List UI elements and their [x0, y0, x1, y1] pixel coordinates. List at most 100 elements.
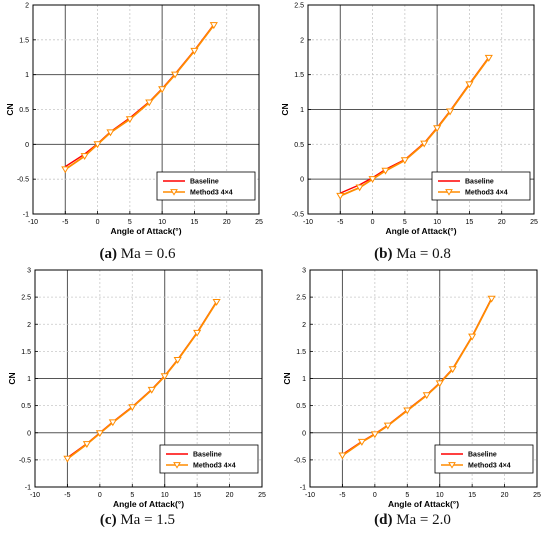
data-point-b-1-7 — [445, 108, 455, 116]
y-tick-label-2-7: 2.5 — [21, 295, 31, 302]
x-tick-label-0-5: 15 — [191, 219, 199, 226]
x-tick-label-2-7: 25 — [258, 492, 266, 499]
data-point-b-1-1 — [355, 184, 364, 192]
data-point-d-1-7 — [448, 366, 457, 374]
y-tick-label-3-5: 1.5 — [296, 349, 306, 356]
data-point-c-1-5 — [147, 386, 156, 394]
data-point-b-1-2 — [368, 176, 377, 184]
data-point-b-1-9 — [484, 54, 493, 62]
series-line-d-1 — [341, 298, 493, 457]
x-tick-label-2-3: 5 — [130, 492, 134, 499]
y-tick-label-1-1: 0 — [300, 177, 304, 184]
x-tick-label-3-2: 0 — [373, 492, 377, 499]
x-tick-label-1-3: 5 — [403, 219, 407, 226]
y-tick-label-1-5: 2 — [300, 37, 304, 44]
x-tick-label-3-5: 15 — [468, 492, 476, 499]
x-axis-label-a: Angle of Attack(°) — [110, 226, 181, 236]
data-point-b-1-0 — [336, 192, 345, 200]
caption-a: (a) Ma = 0.6 — [99, 246, 176, 262]
y-tick-label-0-1: -0.5 — [17, 177, 29, 184]
x-tick-label-2-4: 10 — [161, 492, 169, 499]
caption-c-tag: c — [104, 512, 112, 528]
data-point-d-1-4 — [403, 407, 412, 415]
y-tick-label-1-4: 1.5 — [294, 72, 304, 79]
data-point-b-1-3 — [381, 167, 390, 175]
x-axis-label-b: Angle of Attack(°) — [385, 226, 456, 236]
data-point-d-1-5 — [422, 392, 431, 400]
y-tick-label-1-3: 1 — [300, 107, 304, 114]
y-tick-label-3-3: 0.5 — [296, 403, 306, 410]
legend-label-a-1: Method3 4×4 — [190, 190, 233, 197]
y-tick-label-1-0: -0.5 — [292, 212, 304, 219]
data-point-c-1-2 — [95, 430, 104, 438]
legend-label-d-0: Baseline — [468, 452, 497, 459]
x-tick-label-1-0: -10 — [303, 219, 313, 226]
data-point-c-1-8 — [193, 329, 202, 337]
x-tick-label-2-5: 15 — [193, 492, 201, 499]
x-tick-label-0-3: 5 — [128, 219, 132, 226]
y-axis-label-b: CN — [280, 103, 290, 115]
y-tick-label-2-2: 0 — [27, 430, 31, 437]
data-point-d-1-9 — [487, 295, 496, 303]
x-tick-label-0-0: -10 — [28, 219, 38, 226]
caption-d: (d) Ma = 2.0 — [374, 512, 451, 528]
chart-panel-b: -10 -5 0 5 10 15 20 25 -0.5 0 0.5 1 1.5 2 2.5 Angle of … — [280, 3, 538, 237]
data-point-d-1-6 — [435, 380, 444, 388]
y-tick-label-1-6: 2.5 — [294, 3, 304, 10]
x-tick-label-1-2: 0 — [371, 219, 375, 226]
data-point-c-1-3 — [108, 419, 117, 427]
data-point-a-1-1 — [80, 153, 89, 161]
x-axis-label-c: Angle of Attack(°) — [113, 499, 184, 509]
caption-c-text: Ma = 1.5 — [120, 512, 176, 528]
legend-label-a-0: Baseline — [190, 179, 219, 186]
x-tick-label-2-6: 20 — [226, 492, 234, 499]
y-tick-label-0-2: 0 — [25, 142, 29, 149]
caption-a-text: Ma = 0.6 — [120, 246, 176, 262]
y-tick-label-3-8: 3 — [302, 268, 306, 275]
caption-b-text: Ma = 0.8 — [396, 246, 451, 262]
series-line-c-1 — [66, 301, 218, 460]
data-point-a-1-2 — [93, 141, 102, 149]
y-tick-label-3-7: 2.5 — [296, 295, 306, 302]
x-tick-label-0-6: 20 — [223, 219, 231, 226]
legend-label-b-1: Method3 4×4 — [465, 190, 508, 197]
data-point-d-1-3 — [383, 422, 392, 430]
series-line-c-0 — [67, 301, 218, 459]
x-tick-label-2-1: -5 — [64, 492, 70, 499]
x-tick-label-1-6: 20 — [498, 219, 506, 226]
legend-label-b-0: Baseline — [465, 179, 494, 186]
y-tick-label-2-4: 1 — [27, 376, 31, 383]
data-point-c-1-7 — [173, 356, 182, 364]
data-point-c-1-6 — [160, 373, 169, 381]
data-point-b-1-8 — [465, 81, 474, 89]
y-tick-label-0-3: 0.5 — [19, 107, 29, 114]
data-point-a-1-5 — [145, 99, 154, 107]
x-tick-label-2-0: -10 — [30, 492, 40, 499]
legend-box-d — [434, 444, 534, 474]
chart-panel-d: -10 -5 0 5 10 15 20 25 -1 -0.5 0 0.5 1 1.5 2 2.5 3 Angle … — [282, 268, 541, 510]
y-tick-label-2-5: 1.5 — [21, 349, 31, 356]
y-tick-label-2-0: -1 — [25, 485, 31, 492]
data-point-a-1-4 — [125, 116, 134, 124]
y-tick-label-0-0: -1 — [23, 212, 29, 219]
y-tick-label-3-1: -0.5 — [294, 457, 306, 464]
data-point-d-1-0 — [338, 452, 347, 460]
data-point-b-1-6 — [433, 125, 442, 133]
x-tick-label-0-1: -5 — [62, 219, 68, 226]
y-tick-label-3-2: 0 — [302, 430, 306, 437]
y-axis-label-c: CN — [7, 372, 17, 384]
y-tick-label-2-3: 0.5 — [21, 403, 31, 410]
legend-marker-a-1 — [170, 189, 178, 196]
y-axis-label-d: CN — [282, 372, 292, 384]
x-tick-label-1-4: 10 — [433, 219, 441, 226]
x-tick-label-3-6: 20 — [501, 492, 509, 499]
data-point-d-1-1 — [357, 438, 366, 446]
legend-marker-d-1 — [448, 462, 456, 469]
x-tick-label-3-3: 5 — [405, 492, 409, 499]
y-tick-label-0-4: 1 — [25, 72, 29, 79]
y-tick-label-0-6: 2 — [25, 3, 29, 10]
y-tick-label-3-6: 2 — [302, 322, 306, 329]
data-point-a-1-7 — [170, 71, 180, 79]
data-point-a-1-3 — [106, 129, 115, 137]
